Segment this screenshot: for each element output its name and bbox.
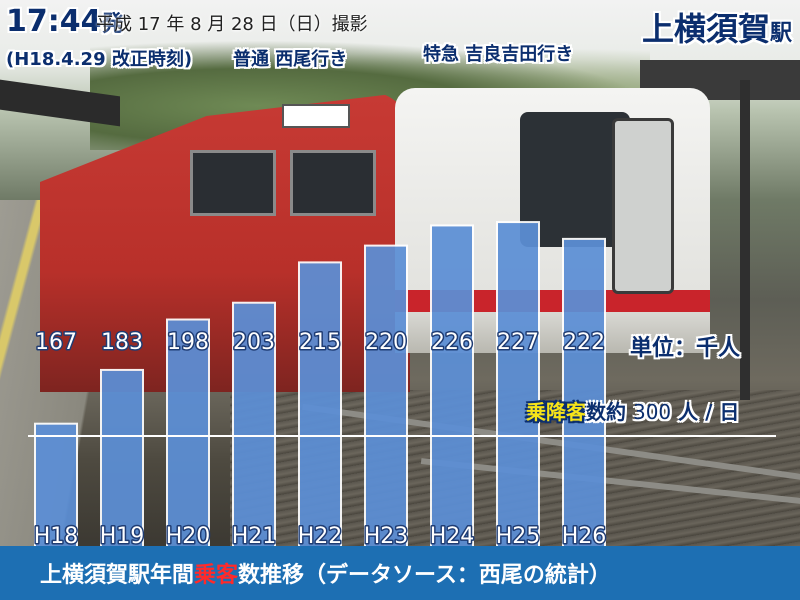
caption-text-b: 数推移（データソース：西尾の統計） (238, 563, 611, 588)
red-train-window (290, 150, 376, 216)
bar-H22 (298, 261, 342, 549)
footer-bar (0, 546, 800, 600)
value-label-H24: 226 (431, 330, 473, 355)
bar-H19 (100, 368, 144, 550)
white-train-door (612, 118, 674, 294)
caption-highlight: 乗客 (194, 563, 239, 588)
value-label-H26: 222 (563, 330, 605, 355)
x-tick-H24: H24 (430, 524, 475, 549)
value-label-H23: 220 (365, 330, 407, 355)
bar-H24 (430, 224, 474, 549)
station-name-suffix: 駅 (769, 21, 792, 46)
bar-H25 (496, 221, 540, 550)
value-label-H22: 215 (299, 330, 341, 355)
daily-passengers-highlight: 乗降客 (526, 400, 586, 424)
x-tick-H26: H26 (562, 524, 607, 549)
chart-caption: 上横須賀駅年間乗客数推移（データソース：西尾の統計） (40, 557, 611, 589)
time-suffix: 発 (101, 12, 124, 37)
timetable-revision: (H18.4.29 改正時刻) (6, 49, 193, 70)
photo-date: 平成 17 年 8 月 28 日（日）撮影 (96, 14, 368, 35)
local-train-label: 普通 西尾行き (233, 49, 348, 70)
express-train-label: 特急 吉良吉田行き (423, 44, 574, 65)
x-tick-H25: H25 (496, 524, 541, 549)
value-label-H19: 183 (101, 330, 143, 355)
caption-text-a: 上横須賀駅年間 (40, 563, 195, 588)
bar-H21 (232, 301, 276, 549)
departure-time: 17:44発 (6, 4, 124, 39)
daily-passengers-number: 300 (632, 400, 672, 424)
daily-passengers-text-b: 人 / 日 (678, 400, 740, 424)
value-label-H25: 227 (497, 330, 539, 355)
x-tick-H18: H18 (34, 524, 79, 549)
station-name: 上横須賀駅 (642, 4, 792, 50)
value-label-H20: 198 (167, 330, 209, 355)
unit-label: 単位：千人 (630, 336, 741, 361)
value-label-H21: 203 (233, 330, 275, 355)
x-tick-H19: H19 (100, 524, 145, 549)
x-tick-H22: H22 (298, 524, 343, 549)
red-train-window (190, 150, 276, 216)
time-value: 17:44 (6, 4, 102, 39)
value-label-H18: 167 (35, 330, 77, 355)
station-pole (740, 80, 750, 400)
bar-H26 (562, 237, 606, 549)
daily-passengers: 乗降客数約 300 人 / 日 (526, 396, 739, 425)
red-train-destination-sign (282, 104, 350, 128)
station-name-main: 上横須賀 (641, 10, 770, 48)
x-tick-H23: H23 (364, 524, 409, 549)
bar-H23 (364, 244, 408, 549)
bar-H20 (166, 318, 210, 549)
daily-passengers-text-a: 数約 (586, 400, 626, 424)
x-tick-H21: H21 (232, 524, 277, 549)
x-tick-H20: H20 (166, 524, 211, 549)
